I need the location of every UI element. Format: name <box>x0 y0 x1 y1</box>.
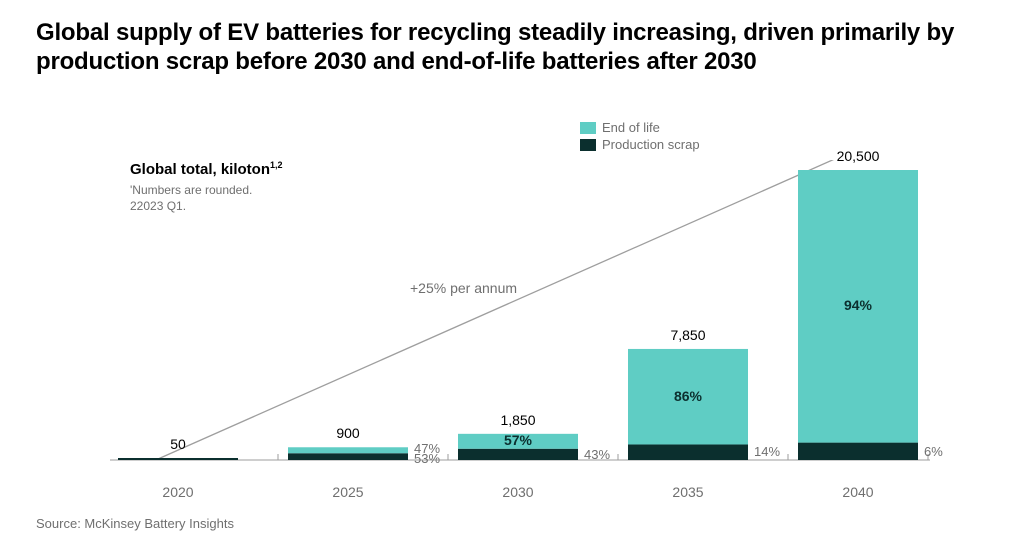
x-axis-label: 2040 <box>798 484 918 500</box>
bar-segment-pct-eol: 57% <box>458 432 578 448</box>
bar-total-label: 1,850 <box>458 412 578 428</box>
bar-pct-scrap: 14% <box>754 444 780 459</box>
chart-area: +25% per annum202050202590047%53%20301,8… <box>110 160 960 510</box>
bar-segment-pct-eol: 94% <box>798 297 918 313</box>
bar-pct-scrap: 43% <box>584 447 610 462</box>
bar-segment-pct-eol: 86% <box>628 388 748 404</box>
x-axis-label: 2025 <box>288 484 408 500</box>
growth-annotation: +25% per annum <box>410 280 517 296</box>
chart-svg <box>110 160 960 510</box>
chart-title: Global supply of EV batteries for recycl… <box>36 18 988 77</box>
legend-label-eol: End of life <box>602 120 660 135</box>
page: Global supply of EV batteries for recycl… <box>0 0 1024 539</box>
legend-swatch-scrap <box>580 139 596 151</box>
bar-total-label: 50 <box>118 436 238 452</box>
bar-total-label: 7,850 <box>628 327 748 343</box>
legend-label-scrap: Production scrap <box>602 137 700 152</box>
x-axis-label: 2035 <box>628 484 748 500</box>
legend-item-eol: End of life <box>580 120 700 135</box>
x-axis-label: 2020 <box>118 484 238 500</box>
bar-pct-scrap: 53% <box>414 451 440 466</box>
source-line: Source: McKinsey Battery Insights <box>36 516 234 531</box>
bar-total-label: 900 <box>288 425 408 441</box>
x-axis-label: 2030 <box>458 484 578 500</box>
bar-pct-scrap: 6% <box>924 444 943 459</box>
legend-item-scrap: Production scrap <box>580 137 700 152</box>
legend-swatch-eol <box>580 122 596 134</box>
bar-total-label: 20,500 <box>798 148 918 164</box>
legend: End of life Production scrap <box>580 120 700 154</box>
